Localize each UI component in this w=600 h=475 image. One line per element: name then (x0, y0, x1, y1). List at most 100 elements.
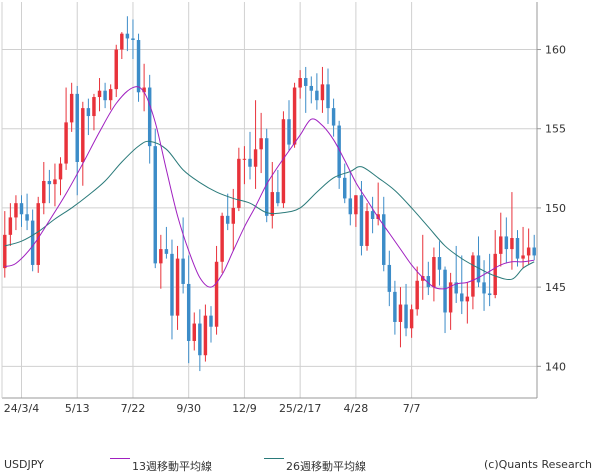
candle-body (192, 323, 196, 341)
x-tick-label: 24/3/4 (4, 402, 39, 415)
y-tick-label: 140 (545, 360, 566, 373)
candle-body (225, 215, 230, 224)
candle-body (510, 238, 514, 250)
x-tick-label: 7/22 (121, 402, 146, 415)
candle-body (499, 236, 503, 254)
y-tick-label: 150 (545, 202, 566, 215)
candle-body (131, 38, 135, 41)
candle-body (86, 108, 91, 117)
candle-body (264, 138, 269, 216)
candle-body (25, 214, 29, 221)
x-tick-label: 4/28 (344, 402, 369, 415)
candle-body (387, 264, 392, 292)
candle-body (170, 253, 174, 316)
ma13-line (4, 86, 535, 290)
candle-body (69, 93, 74, 123)
candle-body (14, 203, 18, 218)
candle-body (320, 84, 325, 101)
candles (3, 16, 536, 372)
candle-body (203, 315, 208, 356)
candle-body (331, 108, 336, 126)
candle-body (3, 234, 7, 269)
candle-body (443, 269, 447, 313)
candle-body (8, 217, 13, 235)
candle-body (398, 304, 403, 322)
candle-body (415, 280, 419, 310)
candle-body (259, 138, 263, 150)
candle-body (64, 122, 68, 164)
candle-body (209, 315, 213, 327)
symbol-label: USDJPY (4, 458, 44, 471)
x-tick-label: 12/9 (232, 402, 257, 415)
plot-frame (1, 2, 538, 399)
candle-body (108, 89, 113, 101)
candle-body (125, 33, 130, 39)
candle-body (292, 87, 297, 145)
legend-label-ma26: 26週移動平均線 (286, 460, 366, 473)
candle-body (136, 40, 141, 93)
candle-body (114, 49, 118, 90)
candle-body (471, 255, 475, 297)
candle-body (214, 261, 219, 327)
candle-body (92, 97, 96, 117)
candle-body (19, 203, 24, 215)
x-tick-label: 9/30 (176, 402, 201, 415)
candle-body (248, 158, 252, 167)
candle-body (142, 87, 146, 93)
candle-body (521, 255, 525, 259)
candle-body (175, 258, 180, 316)
candle-body (448, 282, 453, 313)
candle-body (515, 238, 520, 259)
ma26-line (4, 140, 535, 281)
legend-label-ma13: 13週移動平均線 (132, 460, 212, 473)
copyright-label: (c)Quants Research (484, 458, 592, 471)
candle-body (120, 33, 124, 50)
candle-body (36, 203, 40, 265)
candle-body (370, 211, 375, 220)
candle-body (58, 163, 63, 180)
candle-body (231, 207, 236, 224)
candle-body (47, 180, 52, 185)
candle-body (526, 247, 531, 256)
candle-body (437, 257, 442, 270)
y-tick-label: 155 (545, 123, 566, 136)
candle-body (465, 296, 470, 302)
candle-body (493, 253, 497, 296)
candle-body (454, 282, 458, 294)
x-tick-label: 7/7 (403, 402, 421, 415)
candle-body (242, 158, 247, 160)
candle-body (354, 195, 358, 215)
candle-body (404, 304, 408, 329)
x-axis-ticks: 24/3/4 5/13 7/22 9/30 12/9 25/2/17 4/28 7/7 (4, 402, 421, 415)
candle-body (343, 177, 347, 199)
candle-body (532, 247, 536, 256)
legend-line-ma13 (110, 458, 130, 459)
candle-body (186, 283, 191, 341)
y-axis-ticks: 140 145 150 155 160 (537, 44, 566, 373)
candle-body (303, 78, 308, 86)
candle-body (298, 78, 302, 88)
candle-body (103, 90, 107, 101)
candle-body (432, 257, 436, 288)
candle-body (198, 323, 202, 356)
candle-body (382, 214, 386, 265)
candle-body (365, 211, 369, 246)
candle-body (421, 276, 425, 281)
candle-body (53, 179, 57, 185)
candle-body (220, 215, 224, 262)
candle-body (315, 90, 319, 101)
candle-body (409, 309, 414, 329)
legend-line-ma26 (264, 458, 284, 459)
candle-body (487, 293, 492, 296)
candle-body (393, 291, 397, 322)
y-tick-label: 160 (545, 44, 566, 57)
candle-body (482, 282, 486, 294)
candle-body (253, 149, 258, 167)
candle-body (359, 195, 364, 246)
candle-body (147, 87, 152, 147)
candle-body (276, 192, 280, 204)
candle-body (159, 249, 163, 264)
candle-body (153, 146, 157, 264)
moving-averages (4, 86, 535, 290)
